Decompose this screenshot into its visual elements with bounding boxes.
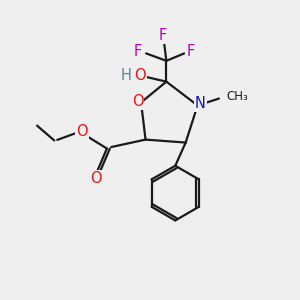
Text: N: N xyxy=(195,95,206,110)
Text: F: F xyxy=(134,44,142,59)
Text: F: F xyxy=(158,28,166,43)
Text: F: F xyxy=(187,44,195,59)
Text: O: O xyxy=(134,68,146,83)
Text: CH₃: CH₃ xyxy=(227,90,248,103)
Text: O: O xyxy=(90,171,102,186)
Text: H: H xyxy=(120,68,131,83)
Text: O: O xyxy=(132,94,143,109)
Text: O: O xyxy=(76,124,88,139)
